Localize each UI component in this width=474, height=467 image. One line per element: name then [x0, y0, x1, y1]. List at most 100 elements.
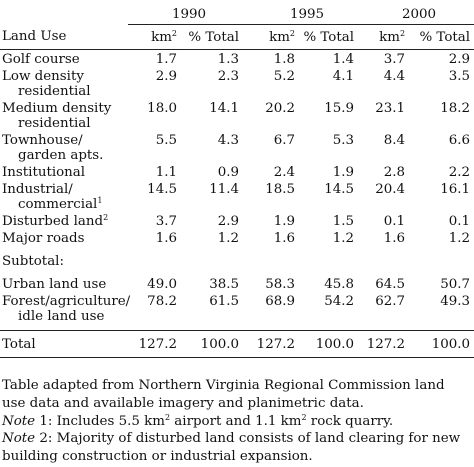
cell: 1.3 [217, 52, 240, 67]
cell: 1.2 [448, 231, 471, 246]
year-1995: 1995 [250, 0, 365, 25]
cell: 1.6 [273, 231, 296, 246]
forest-row: Forest/agriculture/idle land use 78.2 61… [0, 292, 474, 331]
cell: 1.1 [155, 165, 177, 180]
total-row: Total 127.2 100.0 127.2 100.0 127.2 100.… [0, 330, 474, 358]
cell: 8.4 [383, 133, 406, 148]
land-use-header: Land Use [0, 24, 128, 50]
year-1990: 1990 [128, 0, 251, 25]
row-label: Townhouse/garden apts. [2, 133, 104, 163]
cell: 5.3 [332, 133, 355, 148]
row-label: Total [0, 330, 128, 358]
year-header-row: 1990 1995 2000 [0, 0, 474, 25]
note-2: Note 2: Majority of disturbed land consi… [2, 431, 461, 465]
cell: 100.0 [408, 330, 474, 358]
cell: 0.1 [448, 214, 471, 229]
cell: 4.4 [383, 69, 406, 84]
cell: 5.2 [273, 69, 296, 84]
cell: 1.6 [383, 231, 406, 246]
cell: 18.0 [147, 101, 177, 116]
cell: 1.4 [332, 52, 355, 67]
cell: 18.2 [440, 101, 471, 116]
cell: 15.9 [324, 101, 355, 116]
cell: 14.5 [147, 182, 177, 197]
cell: 4.1 [332, 69, 355, 84]
cell: 38.5 [209, 277, 240, 292]
note-1: Note 1: Includes 5.5 km2 airport and 1.1… [2, 412, 394, 429]
cell: 2.9 [448, 52, 471, 67]
cell: 1.2 [217, 231, 240, 246]
table-row: Institutional 1.1 0.9 2.4 1.9 2.8 2.2 [0, 163, 474, 180]
subtotal-label-row: Subtotal: [0, 246, 474, 269]
row-label: Low density residential [2, 69, 91, 99]
cell: 3.7 [155, 214, 177, 229]
cell: 1.9 [332, 165, 355, 180]
cell: 54.2 [324, 294, 355, 309]
cell: 50.7 [440, 277, 471, 292]
cell: 3.5 [448, 69, 471, 84]
cell: 2.2 [448, 165, 471, 180]
cell: 1.7 [155, 52, 177, 67]
table-row: Major roads 1.6 1.2 1.6 1.2 1.6 1.2 [0, 229, 474, 246]
cell: 68.9 [265, 294, 296, 309]
cell: 2.8 [383, 165, 406, 180]
cell: 2.9 [155, 69, 177, 84]
row-label: Golf course [2, 52, 80, 67]
cell: 49.0 [147, 277, 177, 292]
row-label: Institutional [2, 165, 86, 180]
cell: 2.9 [217, 214, 240, 229]
cell: 1.9 [273, 214, 296, 229]
cell: 0.1 [383, 214, 406, 229]
pct-header-1995: % Total [298, 24, 365, 50]
cell: 23.1 [375, 101, 406, 116]
row-label: Urban land use [2, 277, 107, 292]
source-note: Table adapted from Northern Virginia Reg… [2, 378, 445, 411]
cell: 4.3 [217, 133, 240, 148]
cell: 62.7 [375, 294, 406, 309]
cell: 5.5 [155, 133, 177, 148]
cell: 127.2 [128, 330, 180, 358]
row-label: Forest/agriculture/idle land use [2, 294, 131, 324]
table-row: Low density residential 2.9 2.3 5.2 4.1 4… [0, 67, 474, 99]
row-label: Medium density residential [2, 101, 112, 131]
cell: 58.3 [265, 277, 296, 292]
cell: 18.5 [265, 182, 296, 197]
km2-header-1995: km2 [250, 24, 299, 50]
cell: 14.5 [324, 182, 355, 197]
cell: 100.0 [298, 330, 365, 358]
cell: 16.1 [440, 182, 471, 197]
cell: 127.2 [364, 330, 409, 358]
pct-header-2000: % Total [408, 24, 474, 50]
land-use-table: 1990 1995 2000 Land Use km2 % Total km2 … [0, 0, 474, 358]
cell: 6.7 [273, 133, 296, 148]
cell: 20.2 [265, 101, 296, 116]
subtotal-label: Subtotal: [2, 254, 64, 269]
table-row: Disturbed land2 3.7 2.9 1.9 1.5 0.1 0.1 [0, 212, 474, 230]
cell: 1.8 [273, 52, 296, 67]
cell: 1.2 [332, 231, 355, 246]
cell: 61.5 [209, 294, 240, 309]
row-label: Industrial/commercial1 [2, 182, 103, 212]
table-row: Golf course 1.7 1.3 1.8 1.4 3.7 2.9 [0, 50, 474, 67]
cell: 2.3 [217, 69, 240, 84]
km2-header-2000: km2 [364, 24, 409, 50]
cell: 127.2 [250, 330, 299, 358]
cell: 45.8 [324, 277, 355, 292]
pct-header-1990: % Total [180, 24, 251, 50]
km2-header-1990: km2 [128, 24, 180, 50]
cell: 78.2 [147, 294, 177, 309]
cell: 6.6 [448, 133, 471, 148]
table-row: Townhouse/garden apts. 5.5 4.3 6.7 5.3 8… [0, 131, 474, 163]
cell: 1.5 [332, 214, 355, 229]
cell: 11.4 [209, 182, 240, 197]
column-header-row: Land Use km2 % Total km2 % Total km2 % T… [0, 24, 474, 50]
cell: 100.0 [180, 330, 251, 358]
cell: 2.4 [273, 165, 296, 180]
table-row: Medium density residential 18.0 14.1 20.2… [0, 99, 474, 131]
row-label: Disturbed land2 [2, 213, 109, 230]
table-notes: Table adapted from Northern Virginia Reg… [2, 377, 472, 466]
urban-row: Urban land use 49.0 38.5 58.3 45.8 64.5 … [0, 269, 474, 292]
cell: 20.4 [375, 182, 406, 197]
table-row: Industrial/commercial1 14.5 11.4 18.5 14… [0, 180, 474, 212]
